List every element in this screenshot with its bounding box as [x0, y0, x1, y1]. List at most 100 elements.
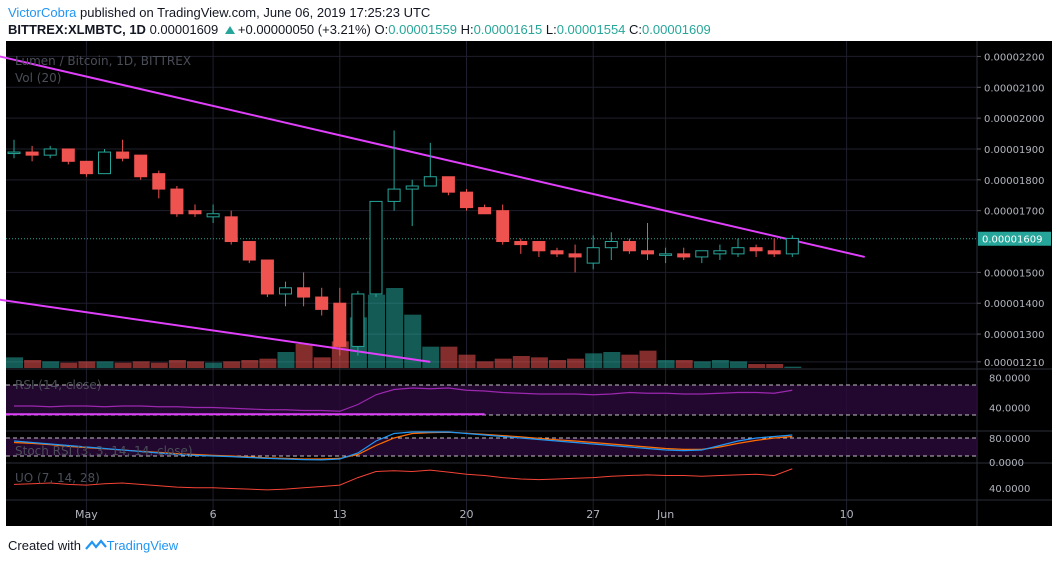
- candle-down: [297, 287, 311, 298]
- volume-bar: [150, 362, 168, 368]
- change-value: +0.00000050 (+3.21%): [237, 22, 371, 37]
- candle-down: [514, 241, 528, 246]
- candle-down: [568, 253, 582, 258]
- volume-bar: [657, 360, 675, 368]
- volume-bar: [404, 314, 422, 368]
- stoch-label: Stoch RSI (3, 3, 14, 14, close): [15, 444, 193, 458]
- candle-up: [369, 200, 383, 295]
- candle-down: [61, 148, 75, 162]
- volume-bar: [205, 362, 223, 368]
- volume-bar: [187, 361, 204, 368]
- candle-up: [713, 250, 727, 255]
- volume-bar: [639, 350, 657, 368]
- publish-line: VictorCobra published on TradingView.com…: [8, 5, 430, 20]
- high-value: 0.00001615: [473, 22, 543, 37]
- candle-down: [242, 241, 256, 261]
- volume-bar: [549, 360, 566, 368]
- volume-bar: [60, 362, 78, 368]
- volume-bar: [422, 346, 440, 368]
- low-label: L:: [545, 22, 557, 37]
- footer: Created with TradingView: [8, 538, 178, 553]
- volume-bar: [223, 361, 241, 368]
- x-axis-label: 6: [210, 508, 217, 521]
- author-link[interactable]: VictorCobra: [8, 5, 77, 20]
- candle-up: [98, 151, 111, 175]
- candle-up: [351, 293, 365, 347]
- volume-bar: [621, 354, 639, 368]
- candle-down: [622, 241, 636, 252]
- volume-label: Vol (20): [15, 71, 61, 85]
- price-axis-label: 0.00002000: [984, 114, 1044, 125]
- candle-up: [695, 250, 709, 258]
- volume-bar: [295, 344, 313, 368]
- volume-bar: [277, 352, 295, 368]
- candle-down: [134, 154, 148, 178]
- volume-bar: [440, 346, 458, 368]
- price-axis-label: 0.00002100: [984, 83, 1044, 94]
- x-axis-label: 13: [333, 508, 347, 521]
- candle-down: [315, 296, 329, 310]
- volume-bar: [458, 354, 476, 368]
- candle-down: [333, 302, 347, 347]
- candle-down: [170, 188, 184, 215]
- volume-bar: [567, 358, 585, 368]
- uo-label: UO (7, 14, 28): [15, 471, 100, 485]
- candle-down: [767, 250, 781, 255]
- volume-bar: [132, 361, 150, 368]
- rsi-axis-label: 40.0000: [989, 404, 1030, 415]
- rsi-label: RSI (14, close): [15, 378, 101, 392]
- candle-down: [641, 250, 654, 255]
- candle-down: [496, 210, 510, 243]
- volume-bar: [313, 357, 331, 368]
- candle-down: [188, 210, 202, 215]
- stoch-axis-label: 0.0000: [989, 458, 1024, 469]
- price-axis-label: 0.00001300: [984, 330, 1044, 341]
- volume-bar: [512, 356, 530, 368]
- candle-up: [604, 241, 618, 249]
- close-label: C:: [629, 22, 643, 37]
- rsi-line: [14, 387, 793, 412]
- volume-bar: [766, 364, 784, 368]
- volume-bar: [368, 294, 385, 368]
- candle-down: [478, 207, 492, 215]
- stoch-axis-label: 80.0000: [989, 434, 1030, 445]
- high-label: H:: [460, 22, 474, 37]
- open-label: O:: [374, 22, 389, 37]
- candle-down: [532, 241, 546, 252]
- candle-down: [749, 247, 763, 252]
- candle-down: [152, 173, 166, 190]
- rsi-band: [6, 385, 977, 415]
- candle-up: [731, 247, 745, 255]
- volume-bar: [730, 361, 747, 368]
- price-axis-label: 0.00001900: [984, 145, 1044, 156]
- uo-line: [13, 468, 793, 491]
- candle-up: [586, 247, 600, 264]
- volume-bar: [78, 361, 96, 368]
- candle-up: [405, 185, 419, 190]
- volume-bar: [24, 360, 42, 368]
- candle-up: [659, 253, 673, 256]
- chart-title: Lumen / Bitcoin, 1D, BITTREX: [15, 54, 191, 68]
- rsi-axis-label: 80.0000: [989, 374, 1030, 385]
- volume-bar: [603, 352, 621, 368]
- stoch-k-line: [13, 431, 793, 461]
- candle-up: [43, 148, 57, 156]
- volume-bar: [259, 358, 277, 368]
- volume-bar: [42, 361, 60, 368]
- candle-down: [116, 151, 130, 159]
- published-text: published on TradingView.com, June 06, 2…: [80, 5, 431, 20]
- candle-down: [677, 253, 691, 258]
- trendline: [0, 55, 865, 258]
- x-axis-label: 20: [460, 508, 474, 521]
- last-price-badge: [978, 231, 1051, 246]
- volume-bar: [784, 366, 802, 368]
- volume-bar: [585, 353, 603, 368]
- last-price-axis-label: 0.00001609: [982, 235, 1042, 246]
- candle-down: [550, 250, 564, 255]
- volume-bar: [386, 288, 404, 368]
- tradingview-logo-icon: [84, 539, 107, 550]
- volume-bar: [530, 357, 548, 368]
- tradingview-brand[interactable]: TradingView: [106, 538, 179, 553]
- trendline: [0, 298, 431, 363]
